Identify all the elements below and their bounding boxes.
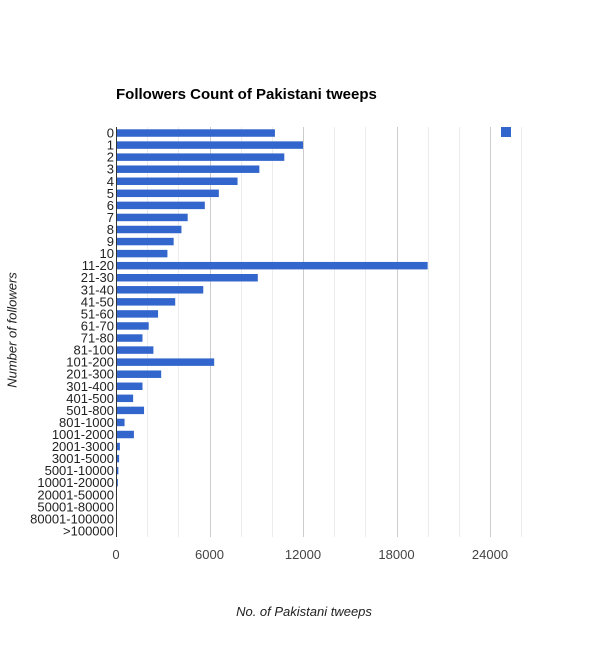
bar — [116, 298, 176, 306]
bar — [116, 442, 120, 451]
bar — [116, 370, 162, 378]
x-axis-title: No. of Pakistani tweeps — [236, 604, 372, 619]
bar — [116, 334, 143, 342]
category-label: 0 — [107, 126, 114, 141]
category-label: 5001-10000 — [45, 463, 114, 478]
bar — [116, 153, 285, 161]
bar — [116, 310, 159, 318]
bar — [116, 213, 188, 222]
x-tick-labels: 0 6000 12000 18000 24000 — [112, 547, 508, 562]
category-label: 10 — [100, 246, 114, 261]
x-tick-label: 12000 — [285, 547, 321, 562]
category-label: 71-80 — [81, 331, 114, 346]
category-label: 201-300 — [66, 367, 114, 382]
bar — [116, 249, 168, 258]
category-label: 101-200 — [66, 355, 114, 370]
category-label: 301-400 — [66, 379, 114, 394]
category-label: 50001-80000 — [37, 499, 114, 514]
category-label: 501-800 — [66, 403, 114, 418]
bar — [116, 177, 238, 186]
category-label: 3 — [107, 162, 114, 177]
category-label: 41-50 — [81, 294, 114, 309]
category-label: 3001-5000 — [52, 451, 114, 466]
category-label: 401-500 — [66, 391, 114, 406]
bar — [116, 141, 303, 149]
bar — [116, 382, 143, 391]
bar — [116, 237, 174, 246]
category-label: 5 — [107, 186, 114, 201]
category-label: 80001-100000 — [30, 511, 114, 526]
bar — [116, 406, 145, 415]
bar — [116, 261, 428, 270]
bar — [116, 225, 182, 234]
category-label: 7 — [107, 210, 114, 225]
category-label: 31-40 — [81, 282, 114, 297]
bar — [116, 201, 205, 210]
bar — [116, 394, 134, 403]
x-tick-label: 6000 — [195, 547, 224, 562]
bar — [116, 165, 260, 173]
category-label: 8 — [107, 222, 114, 237]
category-label: 11-20 — [82, 258, 114, 273]
bar — [116, 322, 149, 330]
category-label: 2 — [107, 150, 114, 165]
bar — [116, 466, 119, 475]
category-label: 801-1000 — [59, 415, 114, 430]
legend-swatch — [501, 127, 511, 137]
category-label: 2001-3000 — [52, 439, 114, 454]
bar — [116, 454, 120, 463]
category-label: 6 — [107, 198, 114, 213]
bar — [116, 129, 275, 137]
category-labels: 01234567891011-2021-3031-4041-5051-6061-… — [30, 126, 114, 539]
category-label: >100000 — [63, 523, 114, 538]
category-label: 1001-2000 — [52, 427, 114, 442]
x-tick-label: 24000 — [472, 547, 508, 562]
bar — [116, 189, 219, 198]
category-label: 4 — [107, 174, 114, 189]
category-label: 51-60 — [81, 306, 114, 321]
category-label: 61-70 — [81, 318, 114, 333]
bar — [116, 430, 134, 439]
bar — [116, 273, 258, 282]
chart-title: Followers Count of Pakistani tweeps — [116, 86, 377, 103]
category-label: 21-30 — [81, 270, 114, 285]
bar — [116, 418, 125, 427]
category-label: 10001-20000 — [37, 475, 114, 490]
bar — [116, 358, 215, 366]
x-tick-label: 0 — [112, 547, 119, 562]
category-label: 20001-50000 — [37, 487, 114, 502]
x-tick-label: 18000 — [378, 547, 414, 562]
bars — [116, 129, 428, 535]
gridlines — [147, 127, 522, 537]
category-label: 1 — [107, 138, 114, 153]
category-label: 81-100 — [74, 343, 114, 358]
bar — [116, 286, 204, 294]
bar — [116, 346, 154, 354]
category-label: 9 — [107, 234, 114, 249]
